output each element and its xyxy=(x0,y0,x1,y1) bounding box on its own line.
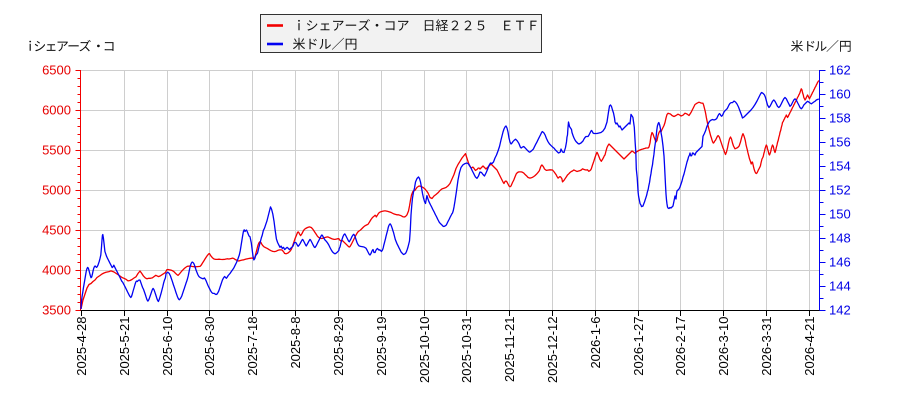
svg-text:2026-3-10: 2026-3-10 xyxy=(716,317,731,376)
svg-text:142: 142 xyxy=(829,303,851,318)
svg-text:2025-12-12: 2025-12-12 xyxy=(545,317,560,384)
svg-text:6000: 6000 xyxy=(42,103,71,118)
svg-text:2025-6-30: 2025-6-30 xyxy=(202,317,217,376)
svg-text:2025-9-19: 2025-9-19 xyxy=(374,317,389,376)
svg-text:2025-10-10: 2025-10-10 xyxy=(417,317,432,384)
svg-text:2025-8-8: 2025-8-8 xyxy=(288,317,303,369)
svg-text:2025-7-18: 2025-7-18 xyxy=(245,317,260,376)
svg-text:152: 152 xyxy=(829,183,851,198)
svg-text:4000: 4000 xyxy=(42,263,71,278)
svg-text:156: 156 xyxy=(829,135,851,150)
svg-text:154: 154 xyxy=(829,159,851,174)
svg-text:5000: 5000 xyxy=(42,183,71,198)
svg-text:2025-8-29: 2025-8-29 xyxy=(331,317,346,376)
svg-text:2026-4-21: 2026-4-21 xyxy=(802,317,817,376)
svg-text:2025-6-10: 2025-6-10 xyxy=(160,317,175,376)
svg-text:2026-1-27: 2026-1-27 xyxy=(631,317,646,376)
svg-text:2025-11-21: 2025-11-21 xyxy=(502,317,517,383)
svg-text:4500: 4500 xyxy=(42,223,71,238)
svg-text:144: 144 xyxy=(829,279,851,294)
svg-text:148: 148 xyxy=(829,231,851,246)
svg-text:158: 158 xyxy=(829,111,851,126)
svg-text:2025-5-21: 2025-5-21 xyxy=(117,317,132,376)
svg-text:6500: 6500 xyxy=(42,63,71,78)
svg-text:3500: 3500 xyxy=(42,303,71,318)
svg-text:2026-2-17: 2026-2-17 xyxy=(673,317,688,376)
svg-text:160: 160 xyxy=(829,87,851,102)
svg-text:2026-1-6: 2026-1-6 xyxy=(588,317,603,369)
svg-text:146: 146 xyxy=(829,255,851,270)
svg-text:2026-3-31: 2026-3-31 xyxy=(759,317,774,376)
svg-text:2025-4-28: 2025-4-28 xyxy=(74,317,89,376)
svg-text:150: 150 xyxy=(829,207,851,222)
svg-text:5500: 5500 xyxy=(42,143,71,158)
svg-text:162: 162 xyxy=(829,63,851,78)
svg-text:2025-10-31: 2025-10-31 xyxy=(459,317,474,384)
